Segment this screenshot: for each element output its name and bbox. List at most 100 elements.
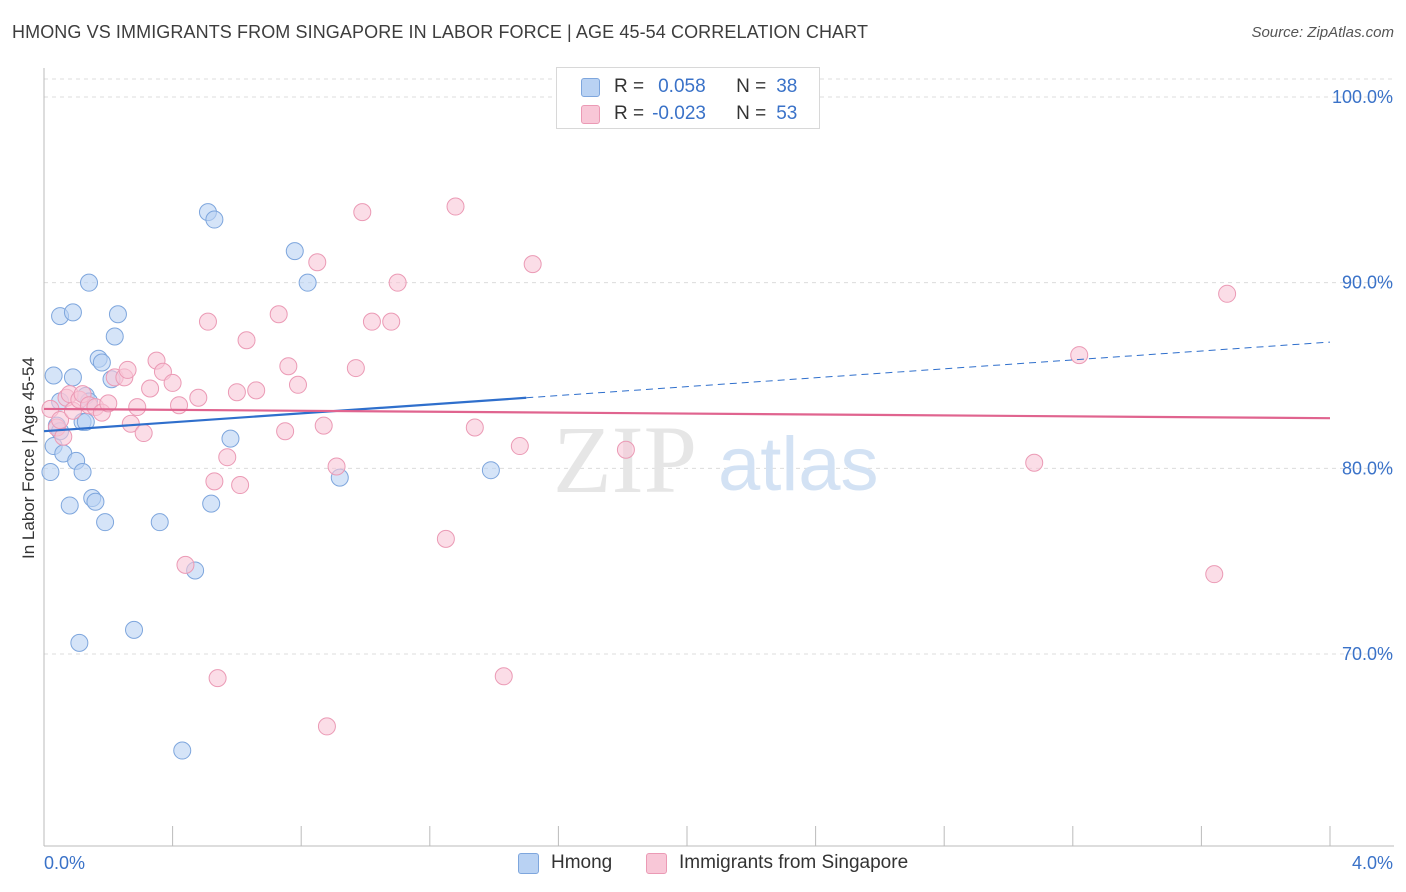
point-hmong-7 (60, 496, 79, 515)
point-hmong-28 (150, 513, 169, 532)
legend-n-label: N = (736, 76, 767, 97)
trend-line-hmong (43, 396, 527, 433)
point-sing-27 (205, 472, 224, 491)
point-sing-23 (170, 396, 189, 415)
y-tick-label-90: 90.0% (1342, 273, 1393, 293)
legend-row-singapore: R = -0.023 N = 53 (581, 103, 797, 125)
point-sing-36 (279, 357, 298, 376)
point-hmong-26 (108, 305, 127, 324)
series-legend-hmong[interactable]: Hmong (518, 852, 612, 874)
series-swatch-hmong (518, 852, 539, 874)
legend-swatch-singapore (581, 104, 600, 124)
point-hmong-33 (205, 210, 224, 229)
legend-r-value: -0.023 (652, 103, 706, 124)
series-swatch-singapore (646, 852, 667, 874)
point-sing-39 (314, 416, 333, 435)
point-sing-48 (446, 197, 465, 216)
legend-n-label: N = (736, 103, 767, 124)
legend-r-label: R = (614, 103, 645, 124)
point-sing-51 (510, 437, 529, 456)
source-label: Source: ZipAtlas.com (1251, 24, 1394, 41)
point-sing-49 (465, 418, 484, 437)
point-hmong-0 (41, 463, 60, 482)
point-sing-53 (616, 440, 635, 459)
point-hmong-9 (63, 368, 82, 387)
point-hmong-23 (96, 513, 115, 532)
point-sing-55 (1070, 346, 1089, 365)
point-sing-42 (346, 359, 365, 378)
legend-n-value: 53 (776, 103, 798, 124)
point-sing-38 (308, 253, 327, 272)
point-hmong-20 (86, 492, 105, 511)
point-sing-44 (362, 312, 381, 331)
point-sing-43 (353, 203, 372, 222)
point-sing-17 (128, 398, 147, 417)
y-tick-label-100: 100.0% (1332, 87, 1393, 107)
point-sing-15 (118, 360, 137, 379)
point-sing-28 (208, 669, 227, 688)
point-sing-40 (317, 717, 336, 736)
point-hmong-18 (80, 273, 99, 292)
point-sing-24 (176, 555, 195, 574)
y-axis-label: In Labor Force | Age 45-54 (19, 357, 38, 559)
point-hmong-32 (202, 494, 221, 513)
point-sing-35 (276, 422, 295, 441)
trend-lines (43, 341, 1331, 433)
point-sing-41 (327, 457, 346, 476)
point-hmong-34 (221, 429, 240, 448)
point-hmong-17 (73, 463, 92, 482)
point-sing-52 (523, 255, 542, 274)
series-legend-singapore[interactable]: Immigrants from Singapore (646, 852, 908, 874)
point-sing-29 (218, 448, 237, 467)
legend-swatch-hmong (581, 77, 600, 97)
point-hmong-35 (285, 242, 304, 261)
point-hmong-36 (298, 273, 317, 292)
point-sing-22 (163, 373, 182, 392)
point-sing-33 (247, 381, 266, 400)
point-hmong-22 (92, 353, 111, 372)
y-tick-label-80: 80.0% (1342, 458, 1393, 478)
point-hmong-38 (481, 461, 500, 480)
point-sing-37 (288, 375, 307, 394)
point-sing-26 (198, 312, 217, 331)
trend-line-sing (43, 407, 1331, 420)
chart-title: HMONG VS IMMIGRANTS FROM SINGAPORE IN LA… (12, 22, 869, 42)
series-label-singapore: Immigrants from Singapore (679, 852, 909, 873)
point-hmong-27 (125, 620, 144, 639)
point-sing-46 (388, 273, 407, 292)
series-label-hmong: Hmong (551, 852, 613, 873)
point-hmong-4 (44, 366, 63, 385)
trend-line-hmong-projection (526, 341, 1331, 399)
grid-lines (44, 78, 1394, 655)
legend-row-hmong: R = 0.058 N = 38 (581, 76, 797, 98)
legend-r-label: R = (614, 76, 645, 97)
axes (43, 68, 1394, 847)
tick-labels: 70.0% 80.0% 90.0% 100.0% 0.0% 4.0% (44, 87, 1393, 873)
point-sing-50 (494, 667, 513, 686)
point-sing-34 (269, 305, 288, 324)
point-sing-19 (141, 379, 160, 398)
point-sing-56 (1205, 565, 1224, 584)
point-sing-47 (436, 529, 455, 548)
point-sing-18 (134, 424, 153, 443)
legend-r-value: 0.058 (658, 76, 706, 97)
point-sing-32 (237, 331, 256, 350)
x-tick-label-min: 0.0% (44, 853, 85, 873)
point-sing-30 (227, 383, 246, 402)
point-sing-57 (1218, 284, 1237, 303)
x-tick-label-max: 4.0% (1352, 853, 1393, 873)
y-tick-label-70: 70.0% (1342, 644, 1393, 664)
point-sing-54 (1025, 453, 1044, 472)
series-legend: Hmong Immigrants from Singapore (0, 852, 1406, 878)
point-sing-45 (382, 312, 401, 331)
point-sing-25 (189, 388, 208, 407)
point-sing-12 (99, 394, 118, 413)
point-hmong-12 (63, 303, 82, 322)
point-hmong-25 (105, 327, 124, 346)
point-sing-3 (54, 427, 73, 446)
correlation-legend: R = 0.058 N = 38 R = -0.023 N = 53 (556, 67, 820, 129)
watermark-zip: ZIP (553, 406, 697, 513)
legend-n-value: 38 (776, 76, 798, 97)
point-hmong-15 (70, 633, 89, 652)
